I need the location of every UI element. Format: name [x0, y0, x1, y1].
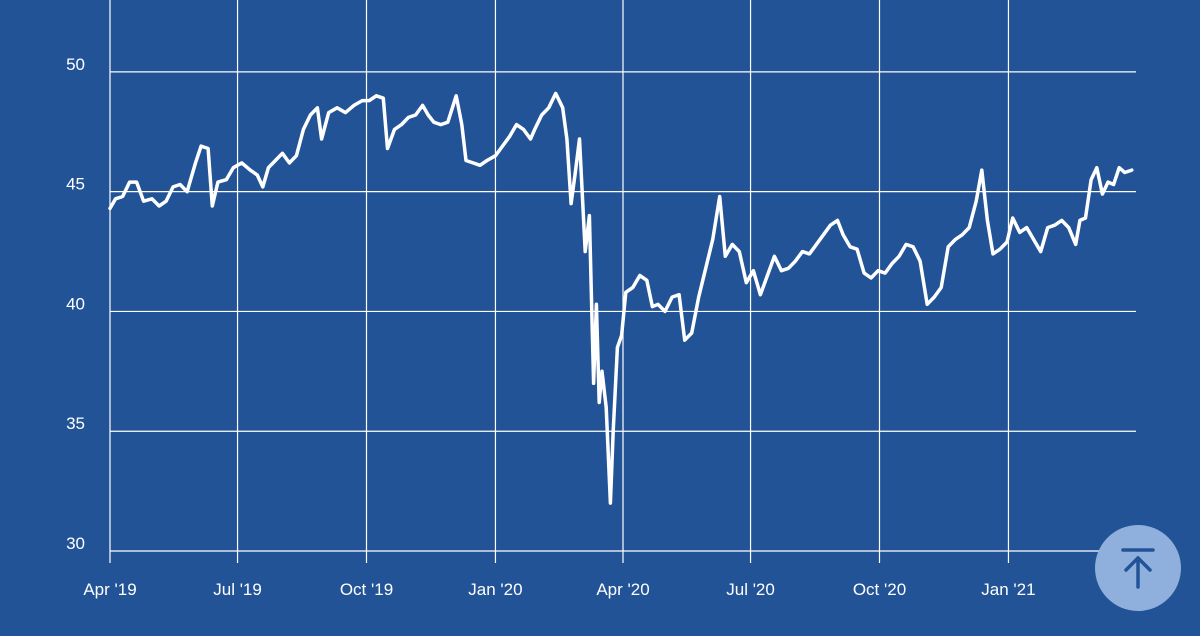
series-line-0: [108, 91, 1134, 505]
x-tick-label-2019-10-01: Oct '19: [340, 580, 393, 599]
chart-grid: [109, 0, 1136, 563]
x-tick-label-2020-07-01: Jul '20: [726, 580, 775, 599]
y-tick-label-35: 35: [66, 414, 85, 433]
x-tick-label-2019-04-01: Apr '19: [83, 580, 136, 599]
y-tick-label-50: 50: [66, 55, 85, 74]
x-tick-label-2020-10-01: Oct '20: [853, 580, 906, 599]
x-tick-label-2021-01-01: Jan '21: [981, 580, 1035, 599]
x-tick-label-2019-07-01: Jul '19: [213, 580, 262, 599]
chart-tick-labels: 30 35 40 45 50 Apr '19 Jul '19 Oct '19 Jan '20 Ap…: [66, 55, 1036, 599]
chart-series: [108, 91, 1134, 505]
arrow-up-to-line-icon: [1121, 548, 1155, 589]
y-tick-label-30: 30: [66, 534, 85, 553]
x-tick-label-2020-04-01: Apr '20: [596, 580, 649, 599]
y-tick-label-40: 40: [66, 294, 85, 313]
y-tick-label-45: 45: [66, 175, 85, 194]
x-tick-label-2020-01-01: Jan '20: [468, 580, 522, 599]
scroll-to-top-button[interactable]: [1095, 525, 1181, 611]
